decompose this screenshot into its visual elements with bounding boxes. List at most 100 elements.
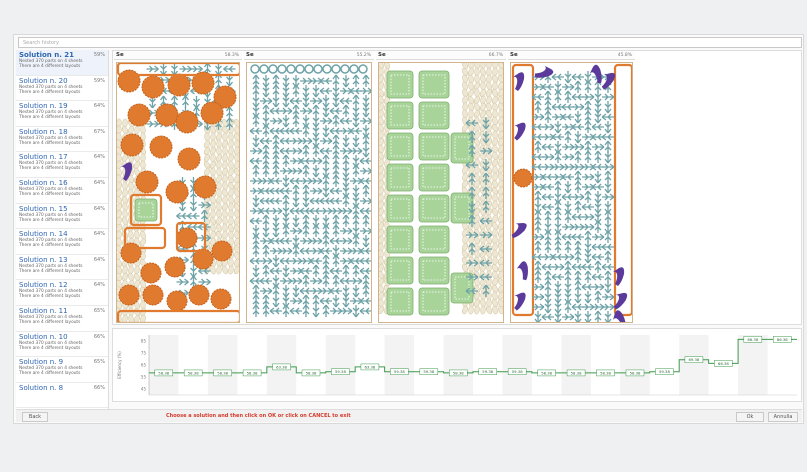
arrow-part bbox=[574, 80, 582, 93]
solution-item[interactable]: Solution n. 12 64% Nested 370 parts on 4 s… bbox=[16, 280, 108, 306]
arrow-part bbox=[362, 214, 370, 227]
plate-part bbox=[418, 101, 450, 130]
arrow-part bbox=[225, 74, 234, 87]
arrow-part bbox=[269, 307, 282, 315]
arrow-part bbox=[262, 304, 270, 317]
data-point-box bbox=[566, 369, 586, 377]
arrow-part bbox=[340, 307, 353, 315]
arrow-part bbox=[148, 96, 157, 109]
arrow-part bbox=[479, 217, 492, 225]
solution-title: Solution n. 21 bbox=[19, 51, 75, 59]
arrow-part bbox=[571, 93, 584, 101]
arrow-part bbox=[541, 143, 554, 151]
arrow-part bbox=[574, 180, 582, 193]
arrow-part bbox=[329, 107, 342, 115]
arrow-part bbox=[262, 75, 270, 88]
ok-button[interactable]: Ok bbox=[736, 411, 764, 422]
arrow-part bbox=[282, 265, 290, 278]
arrow-part bbox=[581, 263, 594, 271]
hook-part bbox=[613, 267, 625, 286]
plate-part bbox=[418, 287, 450, 316]
arrow-part bbox=[544, 110, 552, 123]
arrow-part bbox=[300, 237, 313, 245]
arrow-part bbox=[594, 111, 602, 124]
solution-item[interactable]: Solution n. 10 66% Nested 370 parts on 4 s… bbox=[16, 332, 108, 358]
data-point-label: 59.38 bbox=[423, 369, 434, 374]
cancel-button[interactable]: Annulla bbox=[768, 411, 798, 422]
solution-layouts-count: There are 4 different layouts bbox=[19, 140, 81, 146]
sheet-4[interactable]: Se 45.8% bbox=[508, 51, 635, 325]
arrow-part bbox=[309, 207, 322, 215]
solution-item[interactable]: Solution n. 14 64% Nested 370 parts on 4 s… bbox=[16, 229, 108, 255]
solution-item[interactable]: Solution n. 8 66% bbox=[16, 383, 108, 409]
arrow-part bbox=[259, 187, 272, 195]
arrow-part bbox=[352, 285, 360, 298]
arrow-part bbox=[322, 185, 330, 198]
arrow-part bbox=[532, 293, 545, 301]
search-input[interactable]: Search history bbox=[18, 37, 802, 48]
sheet-2[interactable]: Se 55.2% bbox=[244, 51, 374, 325]
arrow-part bbox=[339, 97, 352, 105]
arrow-part bbox=[262, 244, 270, 257]
plate-hole-pattern bbox=[422, 136, 446, 157]
solution-item[interactable]: Solution n. 17 64% Nested 370 parts on 4 s… bbox=[16, 152, 108, 178]
gear-part bbox=[192, 248, 214, 270]
arrow-part bbox=[554, 180, 562, 193]
arrow-part bbox=[203, 118, 212, 131]
arrow-part bbox=[544, 301, 552, 314]
solution-item[interactable]: Solution n. 15 64% Nested 370 parts on 4 s… bbox=[16, 204, 108, 230]
arrow-part bbox=[272, 74, 280, 87]
arrow-part bbox=[322, 174, 330, 187]
solution-layouts-count: There are 4 different layouts bbox=[19, 243, 81, 249]
solution-item[interactable]: Solution n. 13 64% Nested 370 parts on 4 s… bbox=[16, 255, 108, 281]
arrow-part bbox=[272, 95, 280, 108]
leaf-part bbox=[233, 244, 239, 254]
arrow-part bbox=[322, 274, 330, 287]
plate-part bbox=[418, 256, 450, 285]
arrow-part bbox=[203, 63, 212, 75]
leaf-part bbox=[117, 265, 122, 275]
arrow-part bbox=[170, 63, 179, 76]
arrow-part bbox=[272, 134, 280, 147]
solution-item[interactable]: Solution n. 9 65% Nested 370 parts on 4 sh… bbox=[16, 357, 108, 383]
leaf-part bbox=[498, 298, 503, 308]
arrow-part bbox=[602, 163, 615, 171]
arrow-part bbox=[262, 144, 270, 157]
solution-item[interactable]: Solution n. 21 59% Nested 370 parts on 4 s… bbox=[16, 50, 108, 76]
data-point-box bbox=[213, 369, 232, 377]
arrow-part bbox=[564, 281, 572, 294]
sheet-1[interactable]: Se 58.3% bbox=[114, 51, 242, 325]
solution-item[interactable]: Solution n. 20 59% Nested 370 parts on 4 s… bbox=[16, 76, 108, 102]
solution-efficiency: 66% bbox=[93, 333, 105, 340]
arrow-part bbox=[532, 83, 545, 91]
arrow-part bbox=[312, 264, 320, 277]
solution-item[interactable]: Solution n. 18 67% Nested 370 parts on 4 s… bbox=[16, 127, 108, 153]
leaf-part bbox=[209, 160, 217, 170]
back-button[interactable]: Back bbox=[22, 411, 48, 422]
arrow-part bbox=[362, 105, 370, 118]
arrow-part bbox=[584, 270, 592, 283]
arrow-part bbox=[594, 220, 602, 233]
arrow-part bbox=[352, 185, 360, 198]
plate-part bbox=[386, 225, 414, 254]
sheet-3[interactable]: Se 66.7% bbox=[376, 51, 506, 325]
gear-part bbox=[210, 288, 232, 310]
solution-item[interactable]: Solution n. 19 64% Nested 370 parts on 4 s… bbox=[16, 101, 108, 127]
arrow-part bbox=[349, 127, 362, 135]
arrow-part bbox=[300, 107, 313, 115]
plate-hole-pattern bbox=[390, 136, 410, 157]
arrow-part bbox=[157, 76, 170, 84]
arrow-part bbox=[302, 274, 310, 287]
plate-part bbox=[418, 194, 450, 223]
solution-item[interactable]: Solution n. 16 64% Nested 370 parts on 4 s… bbox=[16, 178, 108, 204]
arrow-part bbox=[584, 80, 592, 93]
arrow-part bbox=[272, 284, 280, 297]
arrow-part bbox=[534, 201, 542, 214]
ring-part bbox=[304, 64, 314, 74]
solution-item[interactable]: Solution n. 11 65% Nested 370 parts on 4 s… bbox=[16, 306, 108, 332]
arrow-part bbox=[272, 275, 280, 288]
solution-efficiency: 64% bbox=[93, 231, 105, 238]
leaf-part bbox=[209, 216, 217, 226]
arrow-part bbox=[289, 97, 302, 105]
leaf-part bbox=[485, 235, 493, 245]
